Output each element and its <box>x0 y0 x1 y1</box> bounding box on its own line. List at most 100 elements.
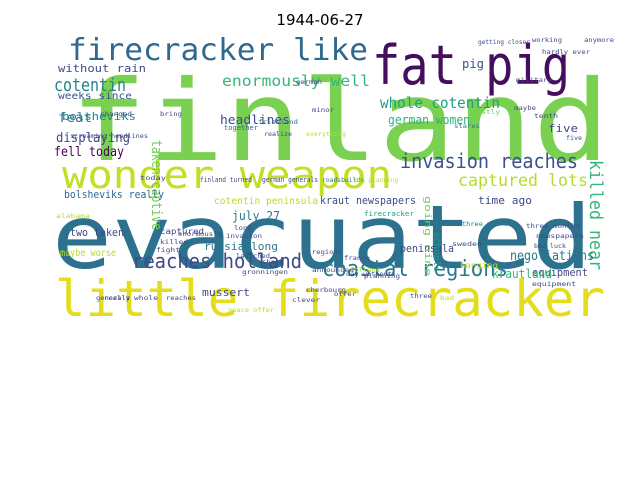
word-cloud-word: getting closer <box>478 39 530 46</box>
word-cloud-word: invasion <box>226 233 262 240</box>
word-cloud-word: whole <box>134 295 159 302</box>
word-cloud-word: screaming headlines <box>70 133 148 140</box>
word-cloud-word: little firecracker <box>55 270 605 328</box>
word-cloud-word: krautland <box>492 267 552 281</box>
word-cloud-word: realize <box>264 131 292 138</box>
word-cloud-word: roadsbuilds <box>322 177 364 184</box>
word-cloud-word: german generals <box>262 176 318 184</box>
word-cloud-word: negotiations <box>510 249 594 264</box>
word-cloud-word: captured <box>160 227 204 236</box>
word-cloud-word: generals <box>96 295 130 302</box>
word-cloud-word: bolsheviks really <box>64 188 164 201</box>
word-cloud-word: france <box>344 255 370 262</box>
word-cloud-word: peninsula <box>400 242 454 255</box>
word-cloud-word: gronningen <box>242 269 288 276</box>
word-cloud-word: wonder weapon <box>62 153 392 197</box>
word-cloud-word: evacuated <box>52 186 592 289</box>
word-cloud-word: minor <box>312 107 334 114</box>
word-cloud-word: hardly ever <box>542 49 590 56</box>
word-cloud-word: stares <box>454 123 480 130</box>
word-cloud-word: pig planning <box>354 177 398 184</box>
word-cloud-word: long <box>234 225 252 232</box>
word-cloud-word: holland <box>350 267 380 274</box>
word-cloud-word: going nine <box>422 196 432 276</box>
word-cloud-word: bring <box>160 111 182 118</box>
word-cloud-word: time ago <box>478 194 532 207</box>
word-cloud-word: everything <box>306 131 346 138</box>
word-cloud-word: enormously well <box>222 72 370 90</box>
word-cloud-word: headlines <box>220 113 290 127</box>
word-cloud-word: mussert <box>202 286 250 299</box>
word-cloud-word: firecracker like <box>68 33 368 68</box>
word-cloud-word: maybe <box>514 105 536 112</box>
word-cloud-word: alabama <box>56 213 91 220</box>
word-cloud-word: cotentin peninsula <box>214 196 318 207</box>
word-cloud-word: together <box>224 124 258 132</box>
word-cloud-word: equipment <box>532 266 588 279</box>
word-cloud-word: killed near <box>585 160 606 270</box>
word-cloud-word: displaying <box>56 131 130 146</box>
word-cloud-word: cherbourg <box>306 287 346 294</box>
word-cloud-word: three weeks <box>462 221 508 228</box>
word-cloud-word: feat <box>58 111 92 126</box>
word-cloud-word: equipment <box>532 281 577 288</box>
word-cloud-word: fat pig <box>372 34 570 97</box>
word-cloud-word: russia long <box>204 240 278 253</box>
word-cloud-word: fight <box>156 247 181 254</box>
word-cloud-word: share <box>262 259 284 266</box>
word-cloud-word: reaches holland <box>132 249 302 273</box>
word-cloud-word: three <box>410 293 432 300</box>
word-cloud-word: clever <box>292 297 320 304</box>
word-cloud-word: military <box>516 77 552 84</box>
word-cloud-word: enormously <box>178 231 222 238</box>
word-cloud-word: sweden <box>452 241 483 248</box>
word-cloud-word: changed <box>100 111 132 118</box>
word-cloud-word: firecracker <box>364 210 414 218</box>
word-cloud-word: german <box>296 79 322 86</box>
word-cloud-word: launched <box>236 253 270 260</box>
word-cloud-word: taken captive <box>148 140 164 230</box>
word-cloud-word: without rain <box>58 62 146 75</box>
word-cloud-word: mostly <box>472 109 500 116</box>
word-cloud-word: kraut newspapers <box>320 194 416 207</box>
word-cloud-word: working <box>532 37 562 44</box>
word-cloud-word: peace offer <box>228 307 274 314</box>
word-cloud-word: two taken <box>70 226 124 239</box>
word-cloud-word: three months <box>526 223 580 230</box>
word-cloud-word: today <box>140 175 167 182</box>
word-cloud-word: invasion reaches <box>400 149 578 173</box>
word-cloud-word: five <box>566 135 582 142</box>
word-cloud-word: weeks since <box>58 91 132 102</box>
word-cloud-word: fell today <box>54 145 124 160</box>
word-cloud-word: tenth <box>534 113 559 120</box>
word-cloud-word: german women <box>388 113 470 127</box>
word-cloud-word: bad <box>440 295 454 302</box>
word-cloud-word: announced <box>312 267 354 274</box>
word-cloud-word: finland turned <box>200 176 252 184</box>
word-cloud-word: day without <box>346 271 392 278</box>
word-cloud-word: bad luck <box>534 243 566 250</box>
word-cloud-word: bolsheviks <box>62 110 136 123</box>
word-cloud-word: newspapers <box>536 233 585 240</box>
word-cloud-word: schools <box>431 232 441 272</box>
word-cloud-word: really <box>104 295 130 302</box>
word-cloud-word: friesland <box>258 119 298 126</box>
word-cloud-word: captured lots <box>458 171 588 191</box>
figure-title: 1944-06-27 <box>276 11 364 29</box>
word-cloud-word: july 27 <box>232 209 280 223</box>
word-cloud-word: coastal regions <box>322 257 508 282</box>
word-cloud-word: maybe worse <box>60 248 116 259</box>
word-cloud-word: finland <box>70 57 610 187</box>
word-cloud-word: anymore <box>584 37 614 44</box>
word-cloud-word: offer <box>334 291 356 298</box>
word-cloud-word: reaches <box>166 295 196 302</box>
word-cloud-word: five <box>548 122 578 135</box>
word-cloud-word: whole cotentin <box>380 94 500 112</box>
word-cloud-word: cotentin <box>54 75 126 96</box>
word-cloud-word: hanging <box>460 261 498 270</box>
word-cloud-background <box>45 35 610 315</box>
word-cloud-word: planning <box>364 273 400 280</box>
word-cloud-word: pig <box>462 57 484 71</box>
